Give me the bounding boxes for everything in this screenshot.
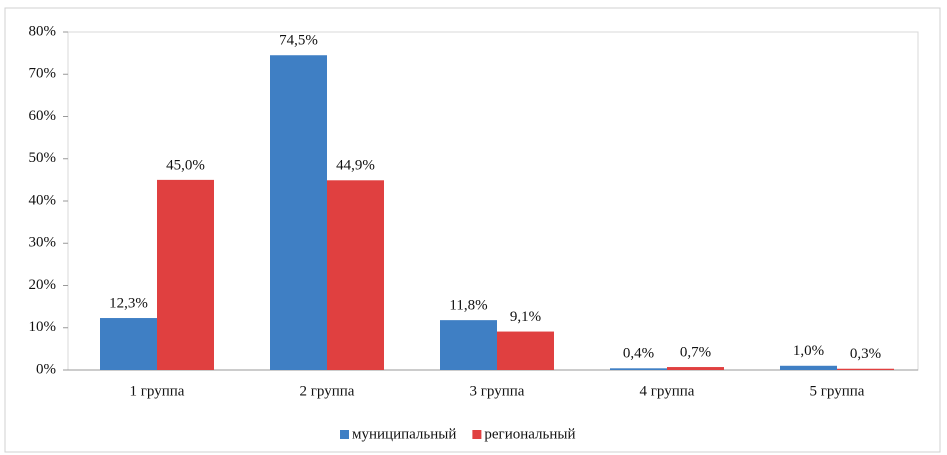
y-tick-label: 20% [29, 277, 57, 293]
y-tick-label: 60% [29, 108, 57, 124]
bar [157, 179, 214, 370]
data-label: 0,7% [680, 344, 711, 360]
x-tick-label: 5 группа [810, 383, 865, 399]
bar [497, 331, 554, 370]
y-tick-label: 10% [29, 319, 57, 335]
data-label: 9,1% [510, 309, 541, 325]
x-tick-label: 3 группа [470, 383, 525, 399]
bar [610, 368, 667, 370]
y-tick-label: 70% [29, 66, 57, 82]
legend-label: муниципальный [352, 426, 456, 442]
bar [270, 55, 327, 371]
data-label: 11,8% [449, 298, 487, 314]
bar [667, 367, 724, 370]
x-tick-label: 4 группа [640, 383, 695, 399]
bar [100, 318, 157, 370]
data-label: 0,3% [850, 346, 881, 362]
legend-swatch [472, 430, 482, 439]
bar [837, 368, 894, 370]
y-tick-label: 50% [29, 150, 57, 166]
x-tick-label: 2 группа [300, 383, 355, 399]
data-label: 0,4% [623, 346, 654, 362]
bar [327, 180, 384, 370]
legend-label: региональный [484, 426, 575, 442]
data-label: 45,0% [166, 157, 205, 173]
data-label: 44,9% [336, 158, 375, 174]
y-tick-label: 40% [29, 192, 57, 208]
data-label: 12,3% [109, 295, 148, 311]
data-label: 1,0% [793, 343, 824, 359]
y-tick-label: 0% [36, 361, 56, 377]
y-tick-label: 30% [29, 235, 57, 251]
legend-swatch [340, 430, 349, 439]
bar [780, 365, 837, 370]
x-tick-label: 1 группа [130, 383, 185, 399]
bar [440, 320, 497, 370]
data-label: 74,5% [279, 33, 318, 49]
y-tick-label: 80% [29, 23, 57, 39]
